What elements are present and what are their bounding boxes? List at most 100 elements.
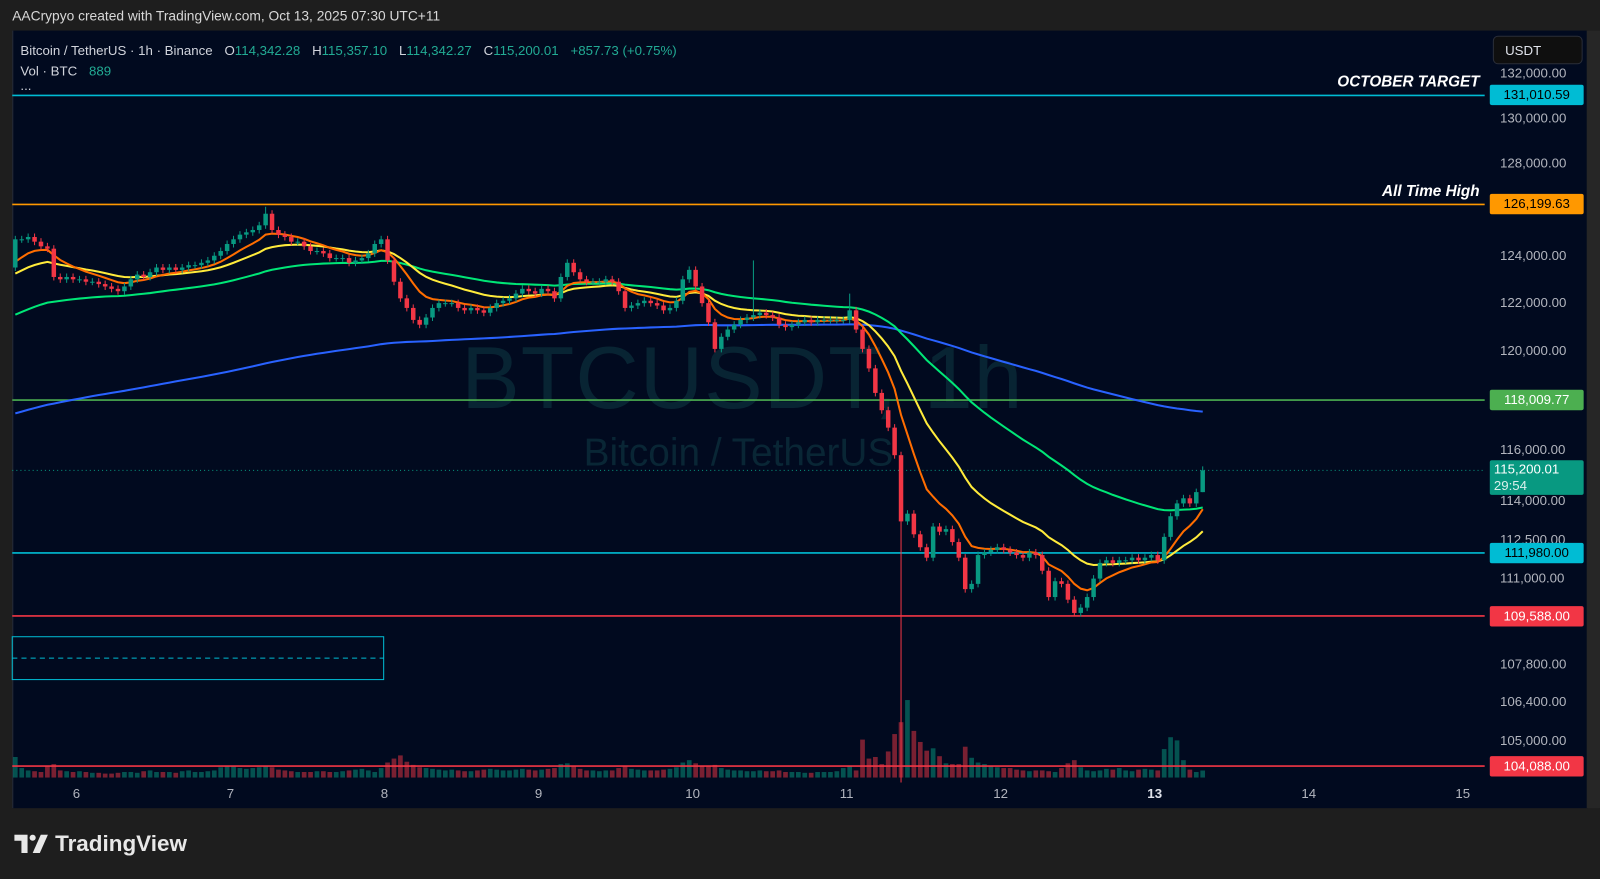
candle-body xyxy=(1155,555,1161,561)
ma-long-line xyxy=(15,323,1203,415)
open-value: 114,342.28 xyxy=(234,42,301,59)
volume-bar xyxy=(879,764,885,778)
level-price-label[interactable]: 131,010.59 xyxy=(1489,85,1584,106)
candle-body xyxy=(1072,599,1077,613)
candle-body xyxy=(179,267,185,270)
candle-body xyxy=(609,279,615,282)
volume-bar xyxy=(802,772,808,778)
right-border xyxy=(1586,30,1600,809)
volume-bar xyxy=(1155,770,1161,778)
volume-bar xyxy=(1033,770,1039,778)
volume-bar xyxy=(244,768,249,778)
day-label: 9 xyxy=(534,785,543,802)
volume-bar xyxy=(776,770,782,778)
candle-body xyxy=(725,329,730,337)
volume-bar xyxy=(975,762,981,778)
candle-body xyxy=(962,557,968,590)
candle-body xyxy=(629,305,634,308)
volume-bar xyxy=(757,770,763,778)
volume-label[interactable]: Vol · BTC xyxy=(20,63,78,79)
volume-bar xyxy=(250,768,256,778)
volume-bar xyxy=(763,771,769,778)
volume-bar xyxy=(475,770,480,778)
candle-body xyxy=(1065,583,1071,600)
candle-body xyxy=(995,547,1000,550)
volume-bar xyxy=(545,768,551,778)
candle-body xyxy=(1059,581,1064,584)
volume-bar xyxy=(468,771,474,778)
low-value: 114,342.27 xyxy=(406,42,472,59)
volume-bar xyxy=(718,768,724,778)
symbol-info[interactable]: Bitcoin / TetherUS · 1h · Binance xyxy=(20,42,213,59)
candle-body xyxy=(1142,557,1148,561)
candle-body xyxy=(879,392,885,411)
candle-body xyxy=(661,305,666,311)
volume-bar xyxy=(147,770,153,778)
candle-body xyxy=(436,303,442,308)
volume-bar xyxy=(57,770,63,778)
price-tick: 132,000.00 xyxy=(1499,65,1567,81)
volume-bar xyxy=(455,770,461,778)
volume-bar xyxy=(982,764,987,778)
candle-body xyxy=(674,300,679,308)
level-price-label[interactable]: 104,088.00 xyxy=(1489,755,1584,777)
candle-body xyxy=(147,272,153,277)
level-price-label[interactable]: 109,588.00 xyxy=(1489,605,1584,627)
volume-bar xyxy=(231,765,236,778)
candle-body xyxy=(353,260,358,263)
candle-body xyxy=(532,291,538,294)
volume-bar xyxy=(436,769,442,778)
volume-bar xyxy=(487,768,493,778)
volume-bar xyxy=(532,770,538,778)
volume-bar xyxy=(853,770,859,778)
price-tick: 111,000.00 xyxy=(1499,570,1565,586)
candle-body xyxy=(154,267,159,273)
candle-body xyxy=(853,310,859,330)
candle-body xyxy=(45,246,50,249)
volume-bar xyxy=(526,769,532,778)
volume-bar xyxy=(102,773,108,778)
volume-bar xyxy=(1084,770,1090,778)
level-price-label[interactable]: 111,980.00 xyxy=(1489,542,1584,564)
volume-bar xyxy=(134,772,140,778)
candle-body xyxy=(597,281,602,283)
volume-bar xyxy=(128,772,134,778)
candle-body xyxy=(513,293,519,299)
candle-body xyxy=(982,552,987,556)
level-price-label[interactable]: 118,009.77 xyxy=(1489,389,1584,411)
candle-body xyxy=(635,303,641,306)
candle-body xyxy=(757,312,763,316)
chart-panel[interactable] xyxy=(12,30,1588,809)
candle-body xyxy=(905,513,910,522)
volume-bar xyxy=(359,768,365,778)
candle-body xyxy=(744,317,750,320)
symbol-legend: Bitcoin / TetherUS · 1h · Binance O114,3… xyxy=(20,41,676,93)
candle-body xyxy=(885,410,891,428)
low-label: L xyxy=(398,42,407,59)
tradingview-logo-icon xyxy=(14,834,48,854)
volume-bar xyxy=(577,768,583,778)
volume-bar xyxy=(25,770,31,778)
candle-body xyxy=(1084,597,1090,608)
volume-bar xyxy=(32,771,37,778)
day-label: 6 xyxy=(72,785,81,802)
volume-bar xyxy=(83,772,89,778)
volume-bar xyxy=(738,770,743,778)
more-indicators-button[interactable]: ... xyxy=(20,77,32,93)
candle-body xyxy=(423,317,429,325)
volume-bar xyxy=(333,772,339,778)
candle-body xyxy=(19,239,24,241)
volume-bar xyxy=(173,772,179,778)
volume-bar xyxy=(462,771,467,778)
level-price-label[interactable]: 126,199.63 xyxy=(1489,194,1584,215)
volume-bar xyxy=(211,770,217,778)
candle-body xyxy=(378,239,384,245)
candle-body xyxy=(385,239,390,261)
candle-body xyxy=(321,251,326,254)
volume-bar xyxy=(308,772,313,778)
volume-bar xyxy=(892,734,897,778)
currency-button[interactable]: USDT xyxy=(1492,35,1583,65)
volume-bar xyxy=(1174,740,1180,778)
